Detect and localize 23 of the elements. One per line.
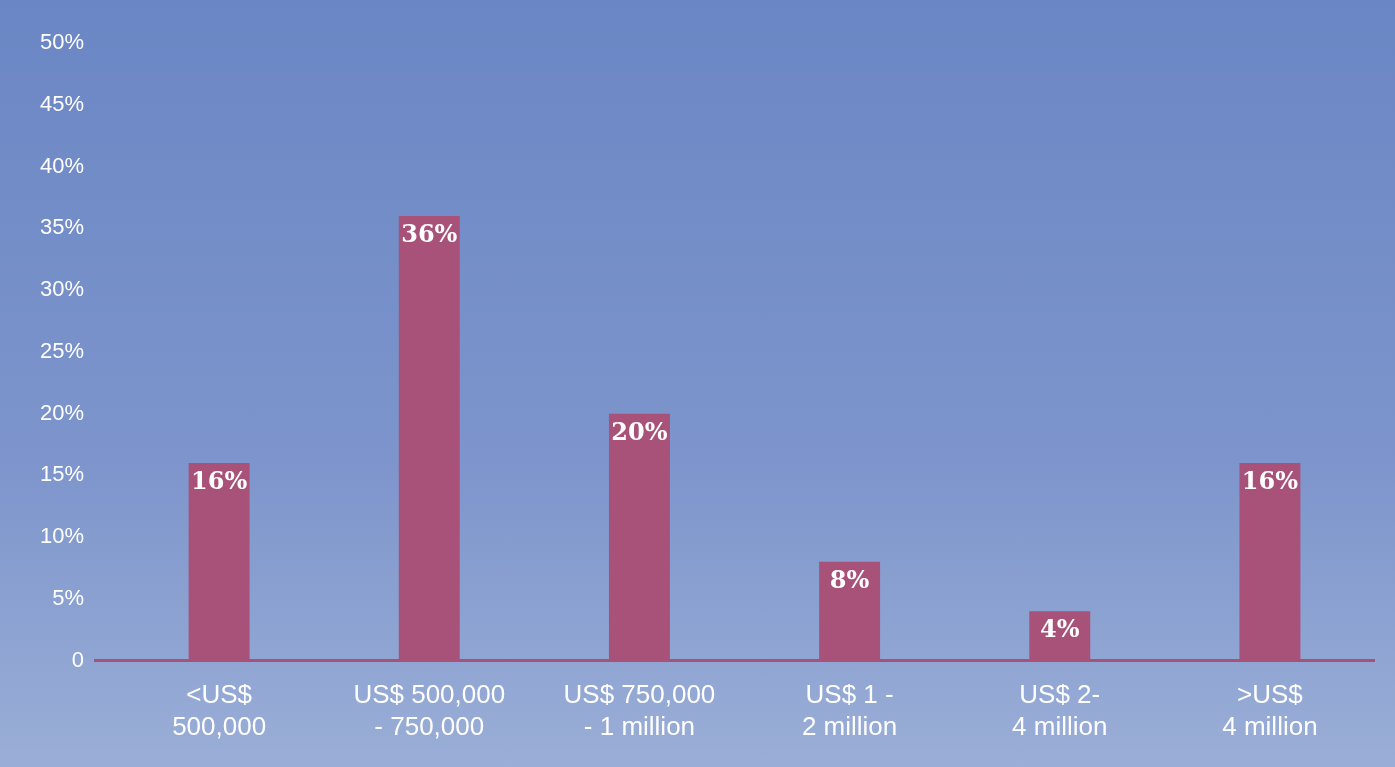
x-tick-label: US$ 500,000 - 750,000	[353, 679, 506, 741]
x-tick-label: US$ 1 - 2 million	[801, 679, 898, 741]
data-label: 8%	[829, 565, 870, 595]
data-label: 20%	[611, 416, 668, 446]
data-label: 4%	[1040, 614, 1080, 644]
y-tick-label: 50%	[39, 29, 85, 55]
x-tick-label: <US$ 500,000	[172, 679, 267, 741]
x-tick-label: US$ 750,000 - 1 million	[563, 679, 716, 741]
y-tick-label: 35%	[39, 214, 85, 240]
y-tick-label: 10%	[39, 523, 85, 549]
data-label: 16%	[1241, 466, 1299, 496]
y-tick-label: 25%	[39, 337, 85, 363]
y-tick-label: 40%	[39, 152, 85, 178]
data-label: 36%	[401, 219, 458, 249]
y-tick-label: 45%	[39, 91, 85, 116]
x-tick-label: US$ 2- 4 million	[1012, 679, 1108, 741]
y-tick-label: 5%	[52, 584, 85, 610]
y-tick-label: 0	[71, 646, 85, 672]
y-tick-label: 20%	[39, 399, 85, 425]
y-tick-label: 15%	[39, 461, 85, 487]
data-label: 16%	[191, 466, 248, 496]
x-tick-label: >US$ 4 million	[1222, 679, 1318, 741]
y-tick-label: 30%	[39, 276, 85, 302]
